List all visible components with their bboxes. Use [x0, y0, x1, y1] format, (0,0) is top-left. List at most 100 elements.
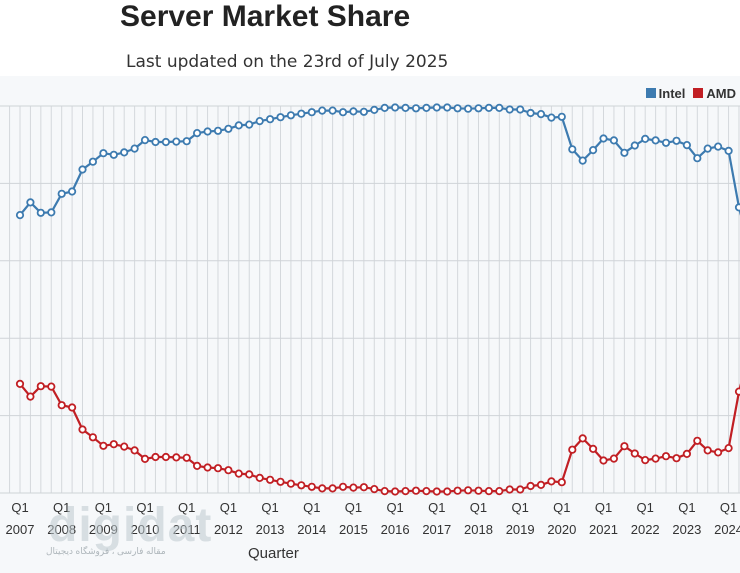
data-point-amd[interactable]: [57, 401, 66, 410]
data-point-amd[interactable]: [203, 463, 212, 472]
data-point-amd[interactable]: [380, 486, 389, 496]
data-point-amd[interactable]: [422, 486, 431, 496]
data-point-intel[interactable]: [99, 149, 108, 158]
data-point-amd[interactable]: [255, 473, 264, 482]
data-point-amd[interactable]: [109, 440, 118, 449]
data-point-intel[interactable]: [495, 103, 504, 113]
data-point-intel[interactable]: [526, 108, 535, 118]
data-point-amd[interactable]: [453, 486, 462, 495]
data-point-amd[interactable]: [703, 446, 712, 455]
data-point-intel[interactable]: [536, 110, 546, 119]
data-point-amd[interactable]: [99, 441, 108, 450]
data-point-intel[interactable]: [463, 104, 473, 113]
data-point-intel[interactable]: [47, 208, 56, 217]
data-point-intel[interactable]: [36, 208, 45, 217]
data-point-amd[interactable]: [588, 444, 598, 453]
data-point-intel[interactable]: [234, 121, 243, 130]
data-point-intel[interactable]: [338, 108, 348, 117]
data-point-amd[interactable]: [130, 446, 139, 455]
data-point-amd[interactable]: [120, 442, 129, 451]
data-point-intel[interactable]: [88, 157, 98, 166]
data-point-amd[interactable]: [182, 453, 191, 462]
data-point-amd[interactable]: [307, 482, 316, 491]
data-point-amd[interactable]: [474, 486, 483, 495]
legend-item-amd[interactable]: AMD: [693, 86, 736, 101]
data-point-amd[interactable]: [338, 482, 348, 491]
data-point-amd[interactable]: [245, 470, 254, 479]
data-point-amd[interactable]: [411, 486, 421, 495]
data-point-amd[interactable]: [318, 484, 327, 493]
data-point-amd[interactable]: [734, 387, 740, 396]
data-point-intel[interactable]: [620, 148, 629, 157]
data-point-intel[interactable]: [78, 165, 87, 174]
data-point-intel[interactable]: [443, 103, 452, 112]
data-point-intel[interactable]: [203, 127, 212, 136]
data-point-intel[interactable]: [682, 141, 692, 150]
data-point-amd[interactable]: [88, 433, 98, 442]
data-point-amd[interactable]: [578, 434, 587, 443]
data-point-intel[interactable]: [318, 106, 327, 115]
data-point-amd[interactable]: [495, 486, 504, 496]
data-point-amd[interactable]: [651, 454, 660, 463]
data-point-intel[interactable]: [265, 115, 275, 124]
data-point-intel[interactable]: [224, 124, 233, 133]
data-point-amd[interactable]: [161, 452, 170, 462]
data-point-intel[interactable]: [422, 103, 431, 113]
chart-legend[interactable]: Intel AMD: [645, 85, 736, 101]
data-point-intel[interactable]: [734, 203, 740, 212]
data-point-amd[interactable]: [370, 484, 379, 494]
data-point-amd[interactable]: [349, 483, 358, 492]
data-point-intel[interactable]: [516, 105, 525, 114]
data-point-amd[interactable]: [36, 382, 45, 391]
data-point-amd[interactable]: [526, 481, 535, 491]
data-point-amd[interactable]: [693, 436, 702, 445]
data-point-amd[interactable]: [505, 485, 514, 494]
data-point-intel[interactable]: [484, 103, 493, 113]
data-point-amd[interactable]: [26, 392, 35, 401]
data-point-intel[interactable]: [557, 112, 566, 121]
data-point-intel[interactable]: [328, 106, 337, 115]
data-point-intel[interactable]: [255, 117, 264, 126]
data-point-intel[interactable]: [568, 145, 577, 154]
data-point-intel[interactable]: [599, 134, 608, 143]
data-point-intel[interactable]: [172, 137, 181, 146]
data-point-intel[interactable]: [390, 103, 400, 112]
data-point-amd[interactable]: [68, 403, 77, 412]
data-point-amd[interactable]: [547, 477, 556, 486]
data-point-intel[interactable]: [505, 105, 514, 114]
data-point-intel[interactable]: [182, 137, 191, 146]
data-point-intel[interactable]: [713, 142, 723, 151]
data-point-intel[interactable]: [286, 111, 295, 120]
data-point-amd[interactable]: [463, 486, 473, 495]
data-point-intel[interactable]: [130, 144, 139, 153]
data-point-intel[interactable]: [213, 126, 223, 135]
data-point-intel[interactable]: [68, 187, 77, 196]
data-point-intel[interactable]: [641, 134, 650, 143]
data-point-intel[interactable]: [630, 141, 639, 150]
data-point-amd[interactable]: [47, 382, 56, 391]
data-point-intel[interactable]: [724, 146, 733, 155]
data-point-amd[interactable]: [661, 452, 671, 461]
data-point-intel[interactable]: [651, 136, 660, 145]
data-point-amd[interactable]: [15, 379, 25, 388]
data-point-intel[interactable]: [15, 211, 25, 220]
data-point-intel[interactable]: [578, 156, 587, 165]
data-point-intel[interactable]: [588, 146, 598, 155]
data-point-amd[interactable]: [286, 479, 295, 488]
data-point-amd[interactable]: [172, 453, 181, 462]
data-point-amd[interactable]: [432, 487, 441, 496]
data-point-amd[interactable]: [443, 487, 452, 496]
data-point-intel[interactable]: [401, 103, 410, 113]
data-point-amd[interactable]: [620, 442, 629, 451]
data-point-amd[interactable]: [672, 454, 681, 463]
data-point-amd[interactable]: [630, 449, 639, 458]
data-point-amd[interactable]: [193, 461, 202, 470]
data-point-intel[interactable]: [547, 113, 556, 122]
data-point-amd[interactable]: [516, 485, 525, 494]
data-point-amd[interactable]: [276, 477, 285, 486]
data-point-amd[interactable]: [359, 483, 368, 492]
data-point-amd[interactable]: [568, 445, 577, 454]
data-point-amd[interactable]: [557, 478, 566, 487]
data-point-intel[interactable]: [140, 136, 150, 145]
data-point-amd[interactable]: [213, 464, 223, 473]
